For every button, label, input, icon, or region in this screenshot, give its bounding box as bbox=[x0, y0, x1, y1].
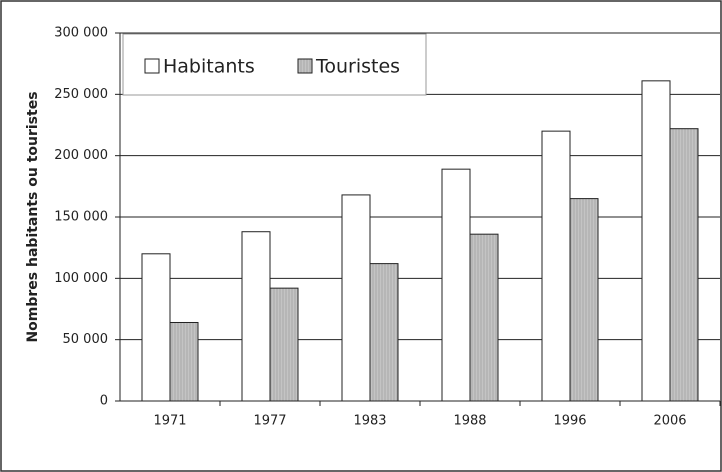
x-tick-label: 2006 bbox=[653, 414, 686, 429]
legend-label: Touristes bbox=[315, 56, 400, 78]
bar bbox=[269, 287, 299, 402]
y-tick-label: 250 000 bbox=[54, 87, 108, 102]
bar bbox=[369, 263, 399, 402]
bar bbox=[669, 128, 699, 402]
legend-box bbox=[122, 33, 427, 96]
legend-label: Habitants bbox=[163, 56, 255, 78]
legend-swatch bbox=[297, 58, 313, 74]
x-tick-label: 1996 bbox=[553, 414, 586, 429]
bar bbox=[569, 198, 599, 402]
bar bbox=[541, 130, 571, 402]
bar bbox=[141, 253, 171, 402]
y-tick-label: 50 000 bbox=[63, 332, 109, 347]
bar bbox=[341, 194, 371, 402]
x-tick-label: 1988 bbox=[453, 414, 486, 429]
y-tick-label: 150 000 bbox=[54, 210, 108, 225]
y-tick-label: 0 bbox=[100, 394, 108, 409]
bar bbox=[641, 80, 671, 402]
bar bbox=[441, 168, 471, 402]
x-tick-label: 1983 bbox=[353, 414, 386, 429]
y-axis-title: Nombres habitants ou touristes bbox=[25, 91, 41, 342]
legend-swatch bbox=[144, 58, 160, 74]
y-tick-label: 100 000 bbox=[54, 271, 108, 286]
bar bbox=[469, 233, 499, 402]
y-tick-label: 200 000 bbox=[54, 148, 108, 163]
y-tick-label: 300 000 bbox=[54, 26, 108, 41]
x-tick-label: 1971 bbox=[153, 414, 186, 429]
bar bbox=[241, 231, 271, 402]
x-tick-label: 1977 bbox=[253, 414, 286, 429]
bar bbox=[169, 321, 199, 402]
